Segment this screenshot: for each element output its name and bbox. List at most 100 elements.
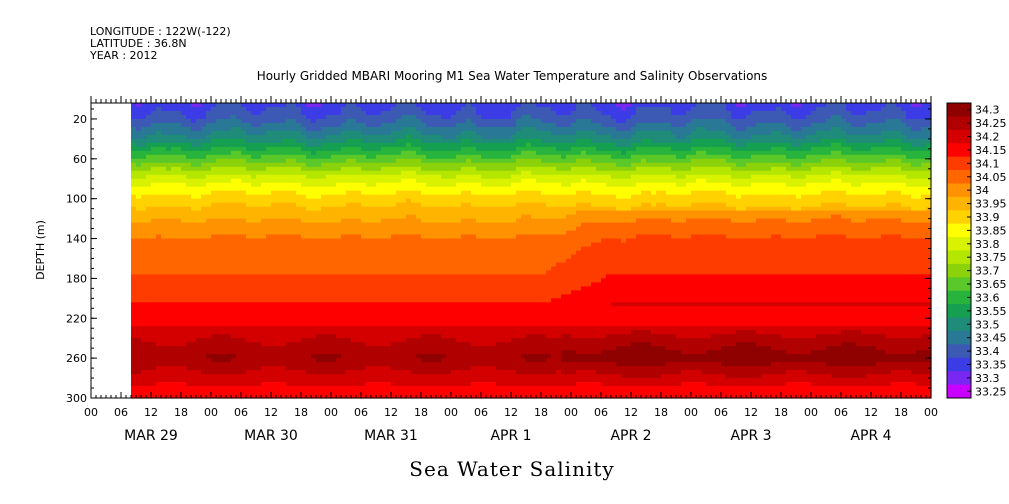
salinity-cell [326,342,332,347]
salinity-cell [391,178,397,184]
salinity-cell [256,162,262,168]
salinity-cell [366,170,372,176]
salinity-cell [201,318,207,323]
salinity-cell [426,114,432,120]
salinity-cell [306,238,312,244]
salinity-cell [391,278,397,283]
salinity-cell [336,134,342,140]
salinity-cell [376,334,382,339]
salinity-cell [391,242,397,248]
salinity-cell [286,338,292,343]
salinity-cell [241,210,247,216]
salinity-cell [166,314,172,319]
salinity-cell [306,290,312,295]
salinity-cell [456,170,462,176]
salinity-cell [191,234,197,240]
salinity-cell [141,318,147,323]
salinity-cell [131,106,137,112]
salinity-cell [451,126,457,132]
salinity-cell [236,182,242,188]
salinity-cell [391,138,397,144]
salinity-cell [196,306,202,311]
salinity-cell [356,182,362,188]
salinity-cell [381,146,387,152]
salinity-cell [426,210,432,216]
salinity-cell [211,162,217,168]
salinity-cell [166,250,172,256]
salinity-cell [461,266,467,272]
salinity-cell [146,366,152,371]
salinity-cell [316,390,322,395]
salinity-cell [196,366,202,371]
salinity-cell [276,370,282,375]
salinity-cell [226,198,232,204]
salinity-cell [421,126,427,132]
salinity-cell [466,234,472,240]
salinity-cell [181,314,187,319]
salinity-cell [451,350,457,355]
salinity-cell [311,362,317,367]
salinity-cell [376,370,382,375]
salinity-cell [346,154,352,160]
salinity-cell [466,202,472,208]
salinity-cell [261,274,267,280]
salinity-cell [176,242,182,248]
salinity-cell [131,390,137,395]
salinity-cell [191,146,197,152]
salinity-cell [136,274,142,280]
salinity-cell [386,234,392,240]
salinity-cell [196,274,202,280]
salinity-cell [311,206,317,212]
salinity-cell [341,258,347,264]
salinity-cell [401,374,407,379]
salinity-cell [296,334,302,339]
salinity-cell [291,270,297,276]
salinity-cell [196,322,202,327]
salinity-cell [216,210,222,216]
salinity-cell [416,218,422,224]
salinity-cell [431,103,437,108]
salinity-cell [296,278,302,283]
salinity-cell [331,318,337,323]
salinity-cell [451,266,457,272]
salinity-cell [231,126,237,132]
salinity-cell [341,394,347,399]
salinity-cell [136,306,142,311]
salinity-cell [421,378,427,383]
salinity-cell [361,282,367,287]
salinity-cell [366,230,372,236]
salinity-cell [421,142,427,148]
salinity-cell [171,242,177,248]
salinity-cell [131,254,137,260]
salinity-cell [406,282,412,287]
salinity-cell [416,290,422,295]
salinity-cell [131,194,137,200]
salinity-cell [446,230,452,236]
salinity-cell [361,106,367,112]
salinity-cell [441,162,447,168]
salinity-cell [376,150,382,156]
salinity-cell [266,258,272,264]
salinity-cell [211,186,217,192]
salinity-cell [231,194,237,200]
salinity-cell [426,286,432,291]
salinity-cell [461,274,467,280]
salinity-cell [451,366,457,371]
salinity-cell [376,222,382,228]
salinity-cell [211,374,217,379]
salinity-cell [301,126,307,132]
salinity-cell [461,103,467,108]
salinity-cell [301,278,307,283]
salinity-cell [181,242,187,248]
salinity-cell [261,242,267,248]
salinity-cell [431,394,437,399]
salinity-cell [231,270,237,276]
salinity-cell [376,166,382,172]
salinity-cell [321,314,327,319]
salinity-cell [146,222,152,228]
salinity-cell [436,230,442,236]
salinity-cell [241,202,247,208]
salinity-cell [286,270,292,276]
salinity-cell [151,350,157,355]
salinity-cell [286,374,292,379]
